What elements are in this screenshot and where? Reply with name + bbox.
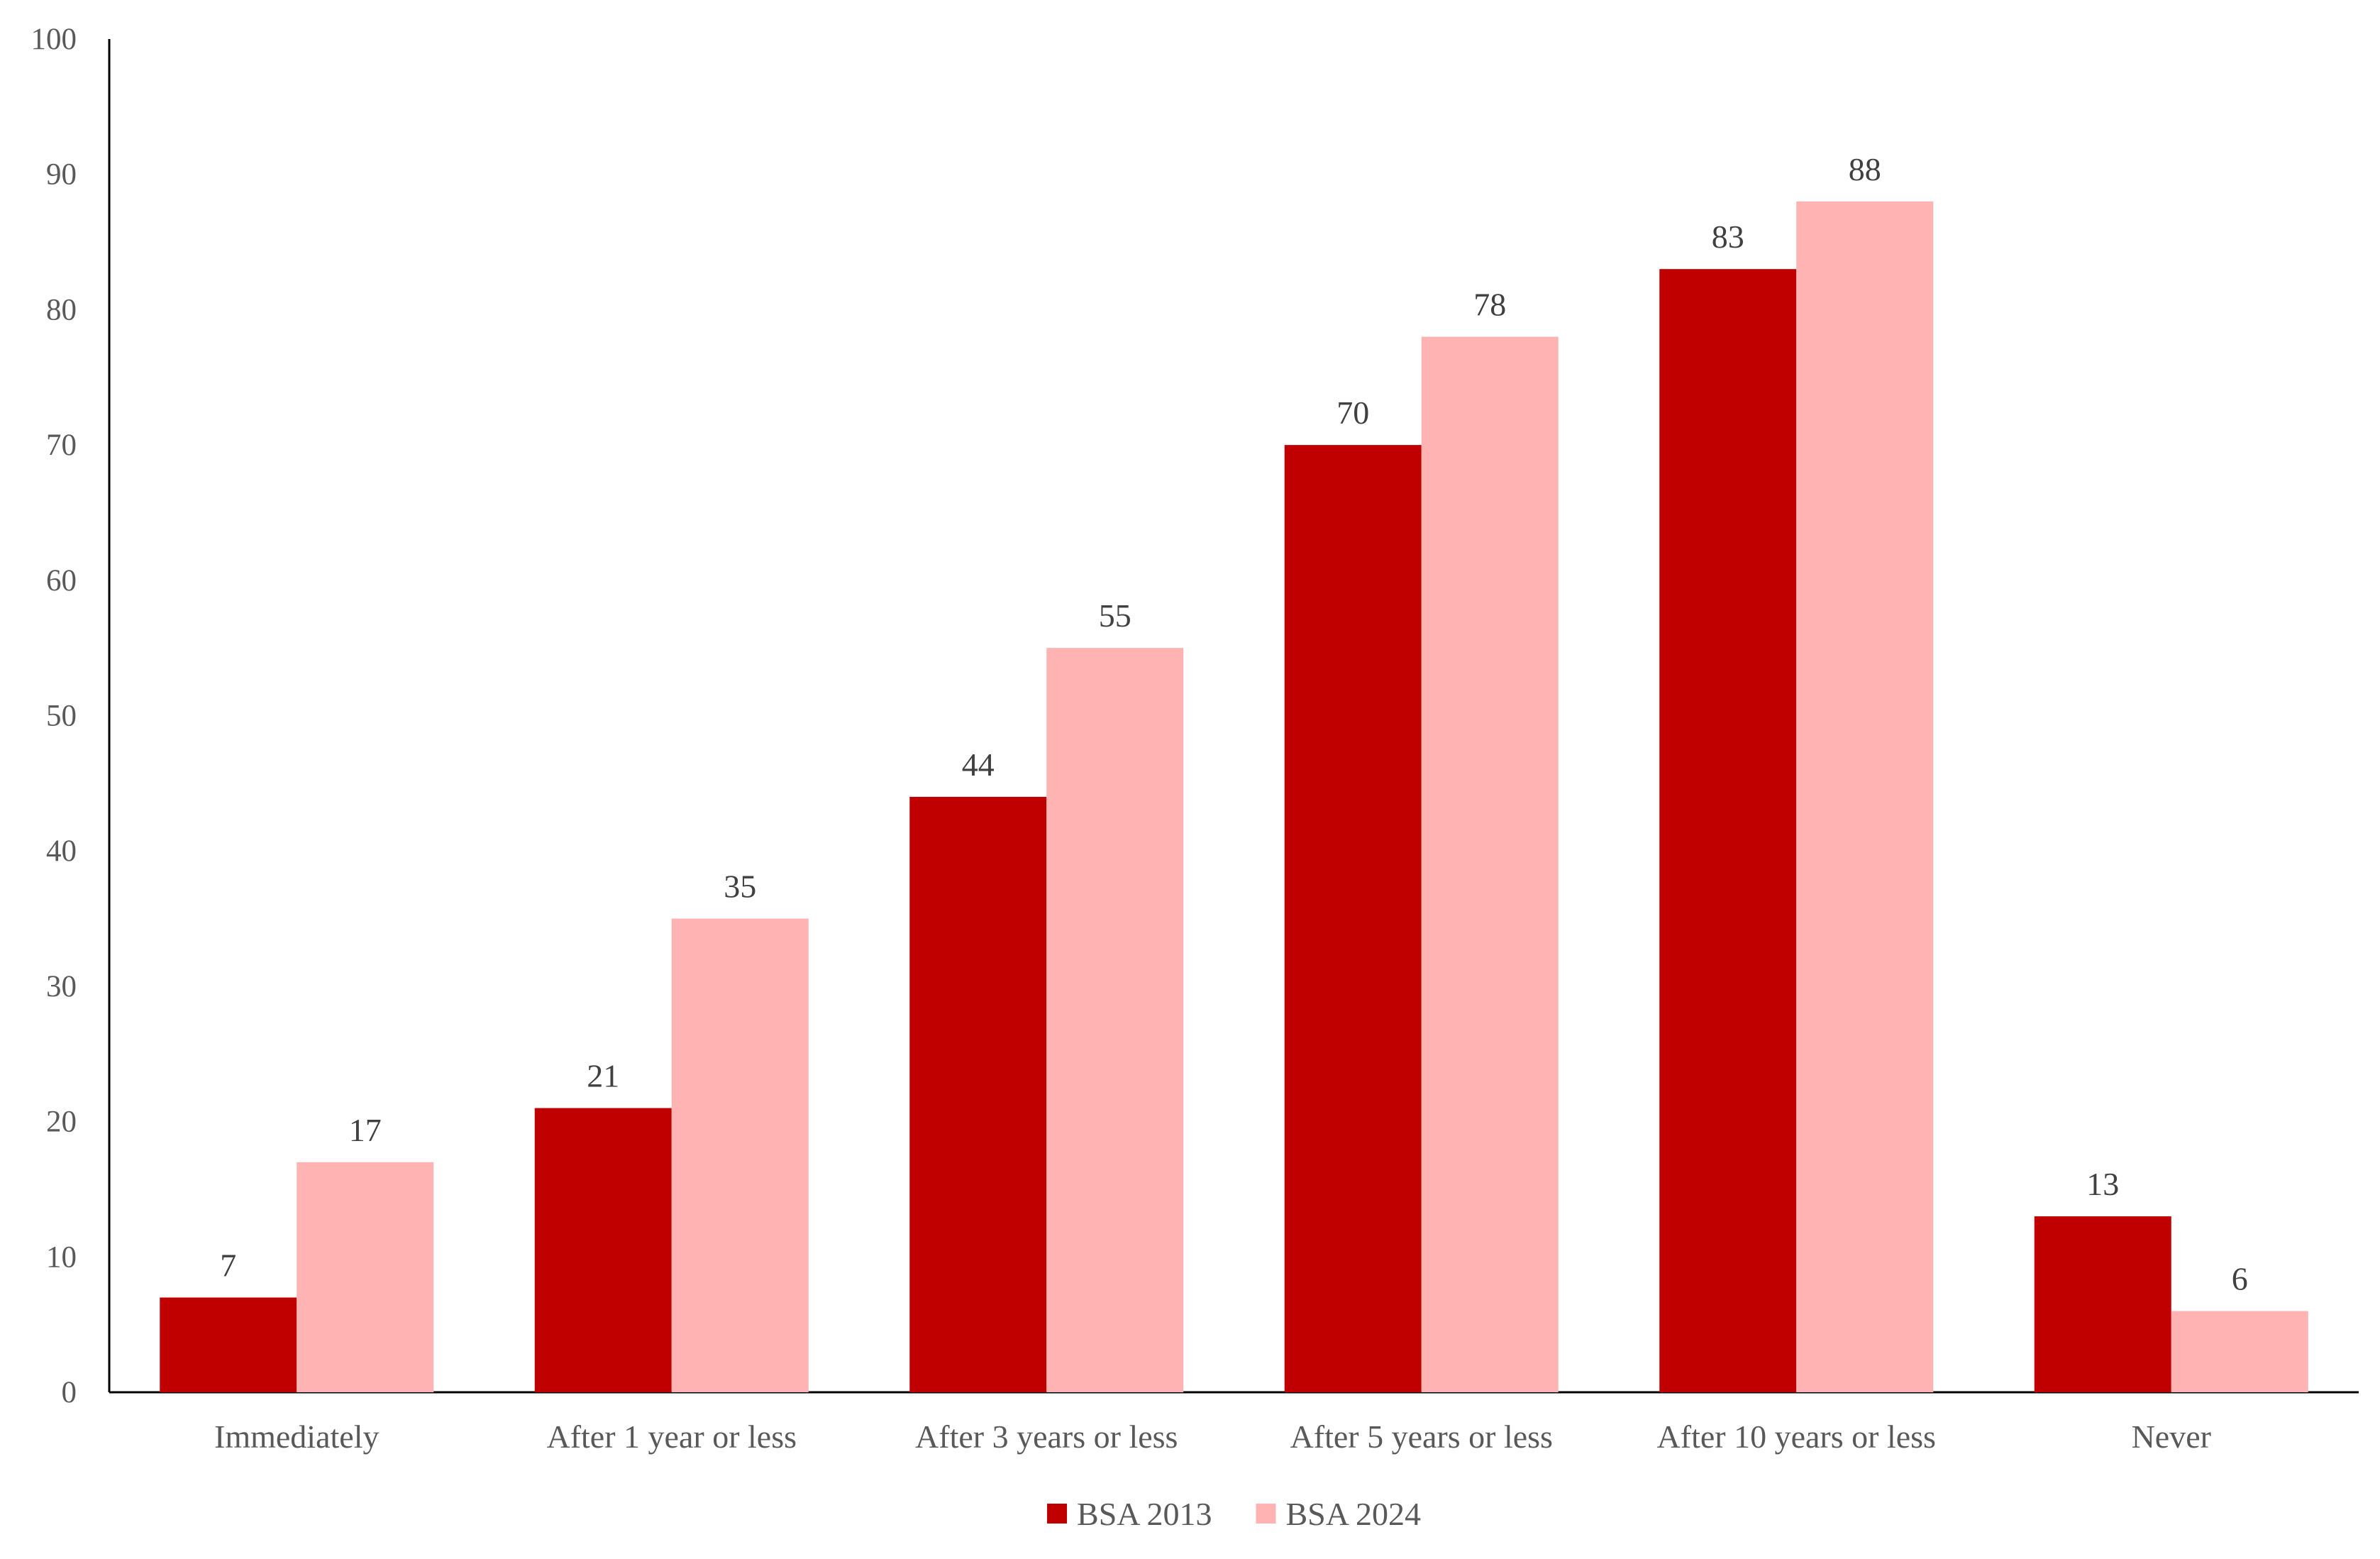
y-tick-label: 50 — [46, 700, 77, 733]
x-category-label: After 3 years or less — [915, 1418, 1178, 1455]
y-tick-label: 0 — [62, 1376, 77, 1409]
y-tick-label: 100 — [31, 23, 77, 56]
x-category-label: Immediately — [214, 1418, 379, 1455]
x-category-label: After 5 years or less — [1290, 1418, 1553, 1455]
data-label: 17 — [349, 1112, 382, 1148]
data-label: 21 — [587, 1058, 619, 1094]
x-category-label: After 1 year or less — [546, 1418, 797, 1455]
y-tick-label: 80 — [46, 293, 77, 326]
y-tick-label: 40 — [46, 834, 77, 868]
bar — [671, 918, 809, 1392]
data-label: 83 — [1712, 219, 1744, 255]
legend-swatch — [1256, 1504, 1276, 1524]
bar — [297, 1162, 434, 1392]
legend: BSA 2013 BSA 2024 — [1047, 1496, 1421, 1532]
data-labels: 7 17 21 35 44 55 70 78 83 88 13 6 — [220, 151, 2248, 1297]
y-tick-label: 30 — [46, 970, 77, 1003]
y-tick-label: 60 — [46, 564, 77, 597]
axes: 0 10 20 30 40 50 60 70 80 90 100 Immediately After 1… — [31, 23, 2359, 1455]
bar — [2034, 1216, 2171, 1392]
bar — [1796, 201, 1934, 1393]
bar — [1284, 445, 1422, 1392]
bar — [160, 1297, 297, 1392]
legend-label: BSA 2013 — [1077, 1496, 1212, 1532]
bar — [1046, 648, 1184, 1392]
y-tick-label: 10 — [46, 1240, 77, 1274]
data-label: 55 — [1099, 597, 1131, 634]
bar — [1421, 336, 1559, 1392]
data-label: 70 — [1336, 395, 1369, 431]
data-label: 35 — [724, 869, 756, 905]
bars — [160, 201, 2308, 1393]
data-label: 6 — [2232, 1261, 2248, 1297]
data-label: 88 — [1849, 151, 1881, 187]
bar — [1659, 269, 1797, 1393]
data-label: 44 — [962, 747, 995, 783]
x-category-label: Never — [2132, 1418, 2211, 1455]
bar — [534, 1108, 672, 1392]
bar — [909, 796, 1047, 1392]
data-label: 7 — [220, 1247, 236, 1284]
data-label: 13 — [2086, 1166, 2119, 1202]
y-tick-label: 90 — [46, 158, 77, 192]
data-label: 78 — [1473, 287, 1506, 323]
x-category-label: After 10 years or less — [1657, 1418, 1936, 1455]
legend-label: BSA 2024 — [1286, 1496, 1421, 1532]
y-tick-label: 70 — [46, 429, 77, 462]
y-tick-label: 20 — [46, 1106, 77, 1139]
legend-swatch — [1047, 1504, 1068, 1524]
bar — [2171, 1311, 2308, 1392]
